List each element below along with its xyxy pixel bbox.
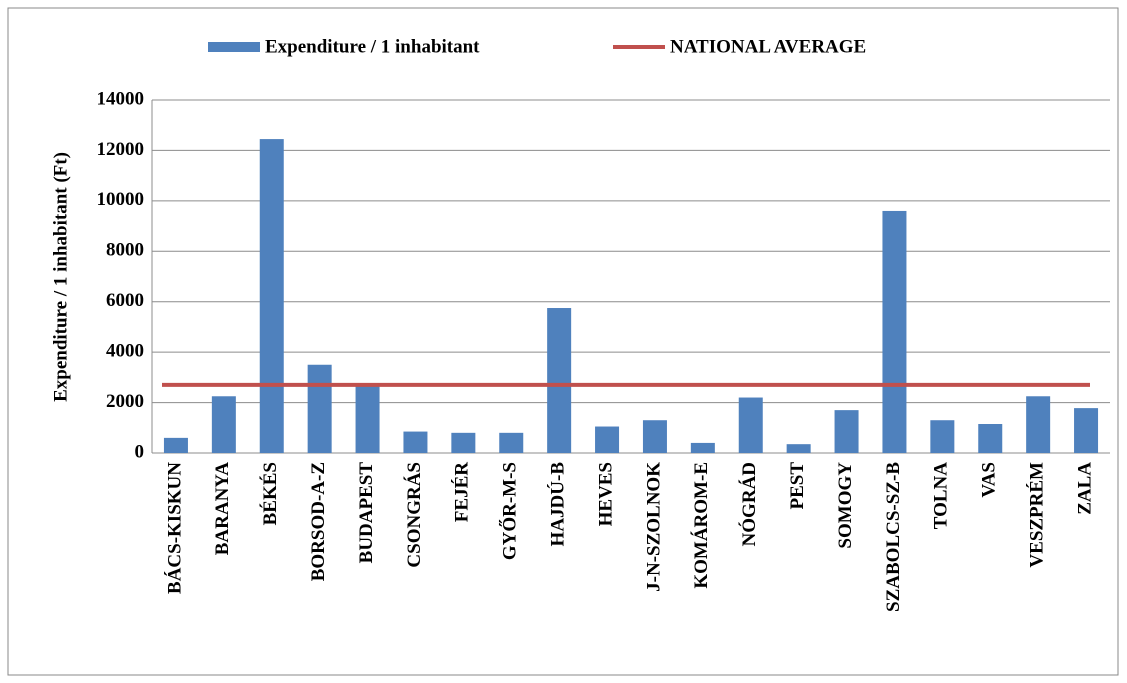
y-tick-label: 8000 [106,240,144,261]
bar [1074,408,1099,453]
y-tick-label: 2000 [106,391,144,412]
y-axis-label: Expenditure / 1 inhabitant (Ft) [50,152,71,402]
x-tick-label: GYŐR-M-S [499,462,521,560]
bar [690,442,715,453]
x-tick-label: SOMOGY [835,462,856,549]
legend-label: Expenditure / 1 inhabitant [265,36,480,57]
bar [738,397,763,453]
x-tick-label: CSONGRÁS [403,462,425,568]
bar [642,420,667,453]
x-tick-label: PEST [787,462,808,510]
bar [211,396,236,453]
y-tick-label: 12000 [97,139,145,160]
bar [834,410,859,453]
x-tick-label: HEVES [595,462,616,526]
y-tick-label: 0 [135,441,145,462]
x-tick-label: NÓGRÁD [738,462,760,546]
x-tick-label: BÉKÉS [259,462,281,525]
y-tick-label: 4000 [106,341,144,362]
x-tick-label: KOMÁROM-E [690,462,712,589]
legend-swatch [208,42,260,52]
x-tick-label: SZABOLCS-SZ-B [883,462,904,612]
bar [930,420,955,453]
x-tick-label: FEJÉR [451,462,473,522]
bar [307,364,332,453]
bar [355,384,380,453]
x-tick-label: HAJDÚ-B [547,462,569,547]
x-tick-label: BARANYA [212,462,233,556]
x-tick-label: BORSOD-A-Z [308,462,329,581]
x-tick-label: TOLNA [931,462,952,530]
x-tick-label: VAS [979,462,1000,498]
bar [163,437,188,453]
y-tick-label: 10000 [97,189,145,210]
y-tick-label: 6000 [106,290,144,311]
y-tick-label: 14000 [97,88,145,109]
x-tick-label: VESZPRÉM [1026,462,1048,568]
bar [1026,396,1051,453]
x-tick-label: ZALA [1074,462,1095,515]
bar [403,431,428,453]
bar [978,424,1003,453]
bar [451,432,476,453]
x-tick-label: J-N-SZOLNOK [643,462,664,592]
legend-label: NATIONAL AVERAGE [670,36,866,57]
x-tick-label: BUDAPEST [356,462,377,564]
bar [259,139,284,453]
bar [786,444,811,453]
chart-frame [7,7,1119,676]
bar [547,308,572,453]
bar [882,210,907,453]
bar [595,426,620,453]
x-tick-label: BÁCS-KISKUN [163,462,185,594]
bar [499,432,524,453]
